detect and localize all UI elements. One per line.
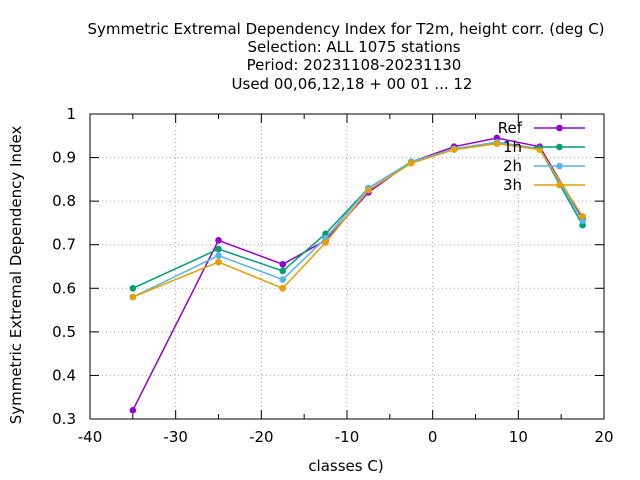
legend-marker-Ref: [556, 124, 563, 132]
legend-marker-1h: [556, 143, 563, 151]
data-point-3h: [129, 293, 137, 301]
axis-ticks: -40 -30 -20 -10 0 10 20 0.3 0.4 0.5 0.6 0.7 0.8 0.9 1: [52, 105, 613, 446]
data-point-3h: [579, 213, 586, 220]
data-point-3h: [450, 146, 458, 154]
y-tick-label: 0.7: [52, 236, 76, 254]
y-tick-label: 0.9: [52, 149, 76, 167]
data-point-3h: [215, 258, 222, 266]
legend-marker-3h: [556, 181, 563, 189]
grid: [90, 114, 604, 419]
plot-series: [129, 134, 586, 414]
data-point-3h: [536, 146, 544, 154]
y-tick-label: 0.3: [52, 410, 76, 428]
data-point-Ref: [129, 406, 137, 414]
y-tick-label: 0.5: [52, 323, 76, 341]
x-tick-label: -40: [78, 428, 103, 446]
x-tick-label: 20: [594, 428, 613, 446]
y-tick-label: 0.6: [52, 279, 76, 297]
legend-marker-2h: [556, 162, 563, 170]
data-point-Ref: [279, 261, 287, 268]
series-line-2h: [132, 141, 584, 298]
data-point-2h: [279, 276, 287, 283]
legend-label-Ref: Ref: [498, 119, 523, 137]
data-point-3h: [407, 159, 415, 167]
data-point-1h: [129, 284, 137, 292]
data-point-3h: [322, 239, 329, 246]
data-point-1h: [215, 245, 222, 253]
chart-title: Symmetric Extremal Dependency Index for …: [87, 20, 604, 93]
y-axis-label: Symmetric Extremal Dependency Index: [7, 126, 25, 425]
series-line-3h: [132, 142, 584, 298]
data-point-2h: [215, 252, 222, 259]
title-line-4: Used 00,06,12,18 + 00 01 ... 12: [232, 75, 473, 93]
title-line-3: Period: 20231108-20231130: [247, 56, 462, 74]
x-tick-label: -30: [163, 428, 188, 446]
y-tick-label: 1: [66, 105, 76, 123]
y-tick-label: 0.4: [52, 366, 76, 384]
data-point-3h: [279, 284, 287, 292]
data-point-1h: [279, 267, 287, 275]
x-tick-label: -10: [335, 428, 360, 446]
x-tick-label: 0: [428, 428, 438, 446]
legend-label-3h: 3h: [503, 176, 522, 194]
x-axis-label: classes C): [308, 457, 383, 475]
data-point-3h: [365, 186, 372, 194]
title-line-1: Symmetric Extremal Dependency Index for …: [87, 20, 604, 38]
y-tick-label: 0.8: [52, 192, 76, 210]
plot-frame: [89, 113, 605, 420]
title-line-2: Selection: ALL 1075 stations: [247, 38, 460, 56]
legend-label-1h: 1h: [503, 138, 522, 156]
data-point-Ref: [215, 237, 222, 244]
x-tick-label: 10: [509, 428, 528, 446]
data-point-3h: [493, 140, 501, 147]
x-tick-label: -20: [249, 428, 274, 446]
legend-label-2h: 2h: [503, 157, 522, 175]
